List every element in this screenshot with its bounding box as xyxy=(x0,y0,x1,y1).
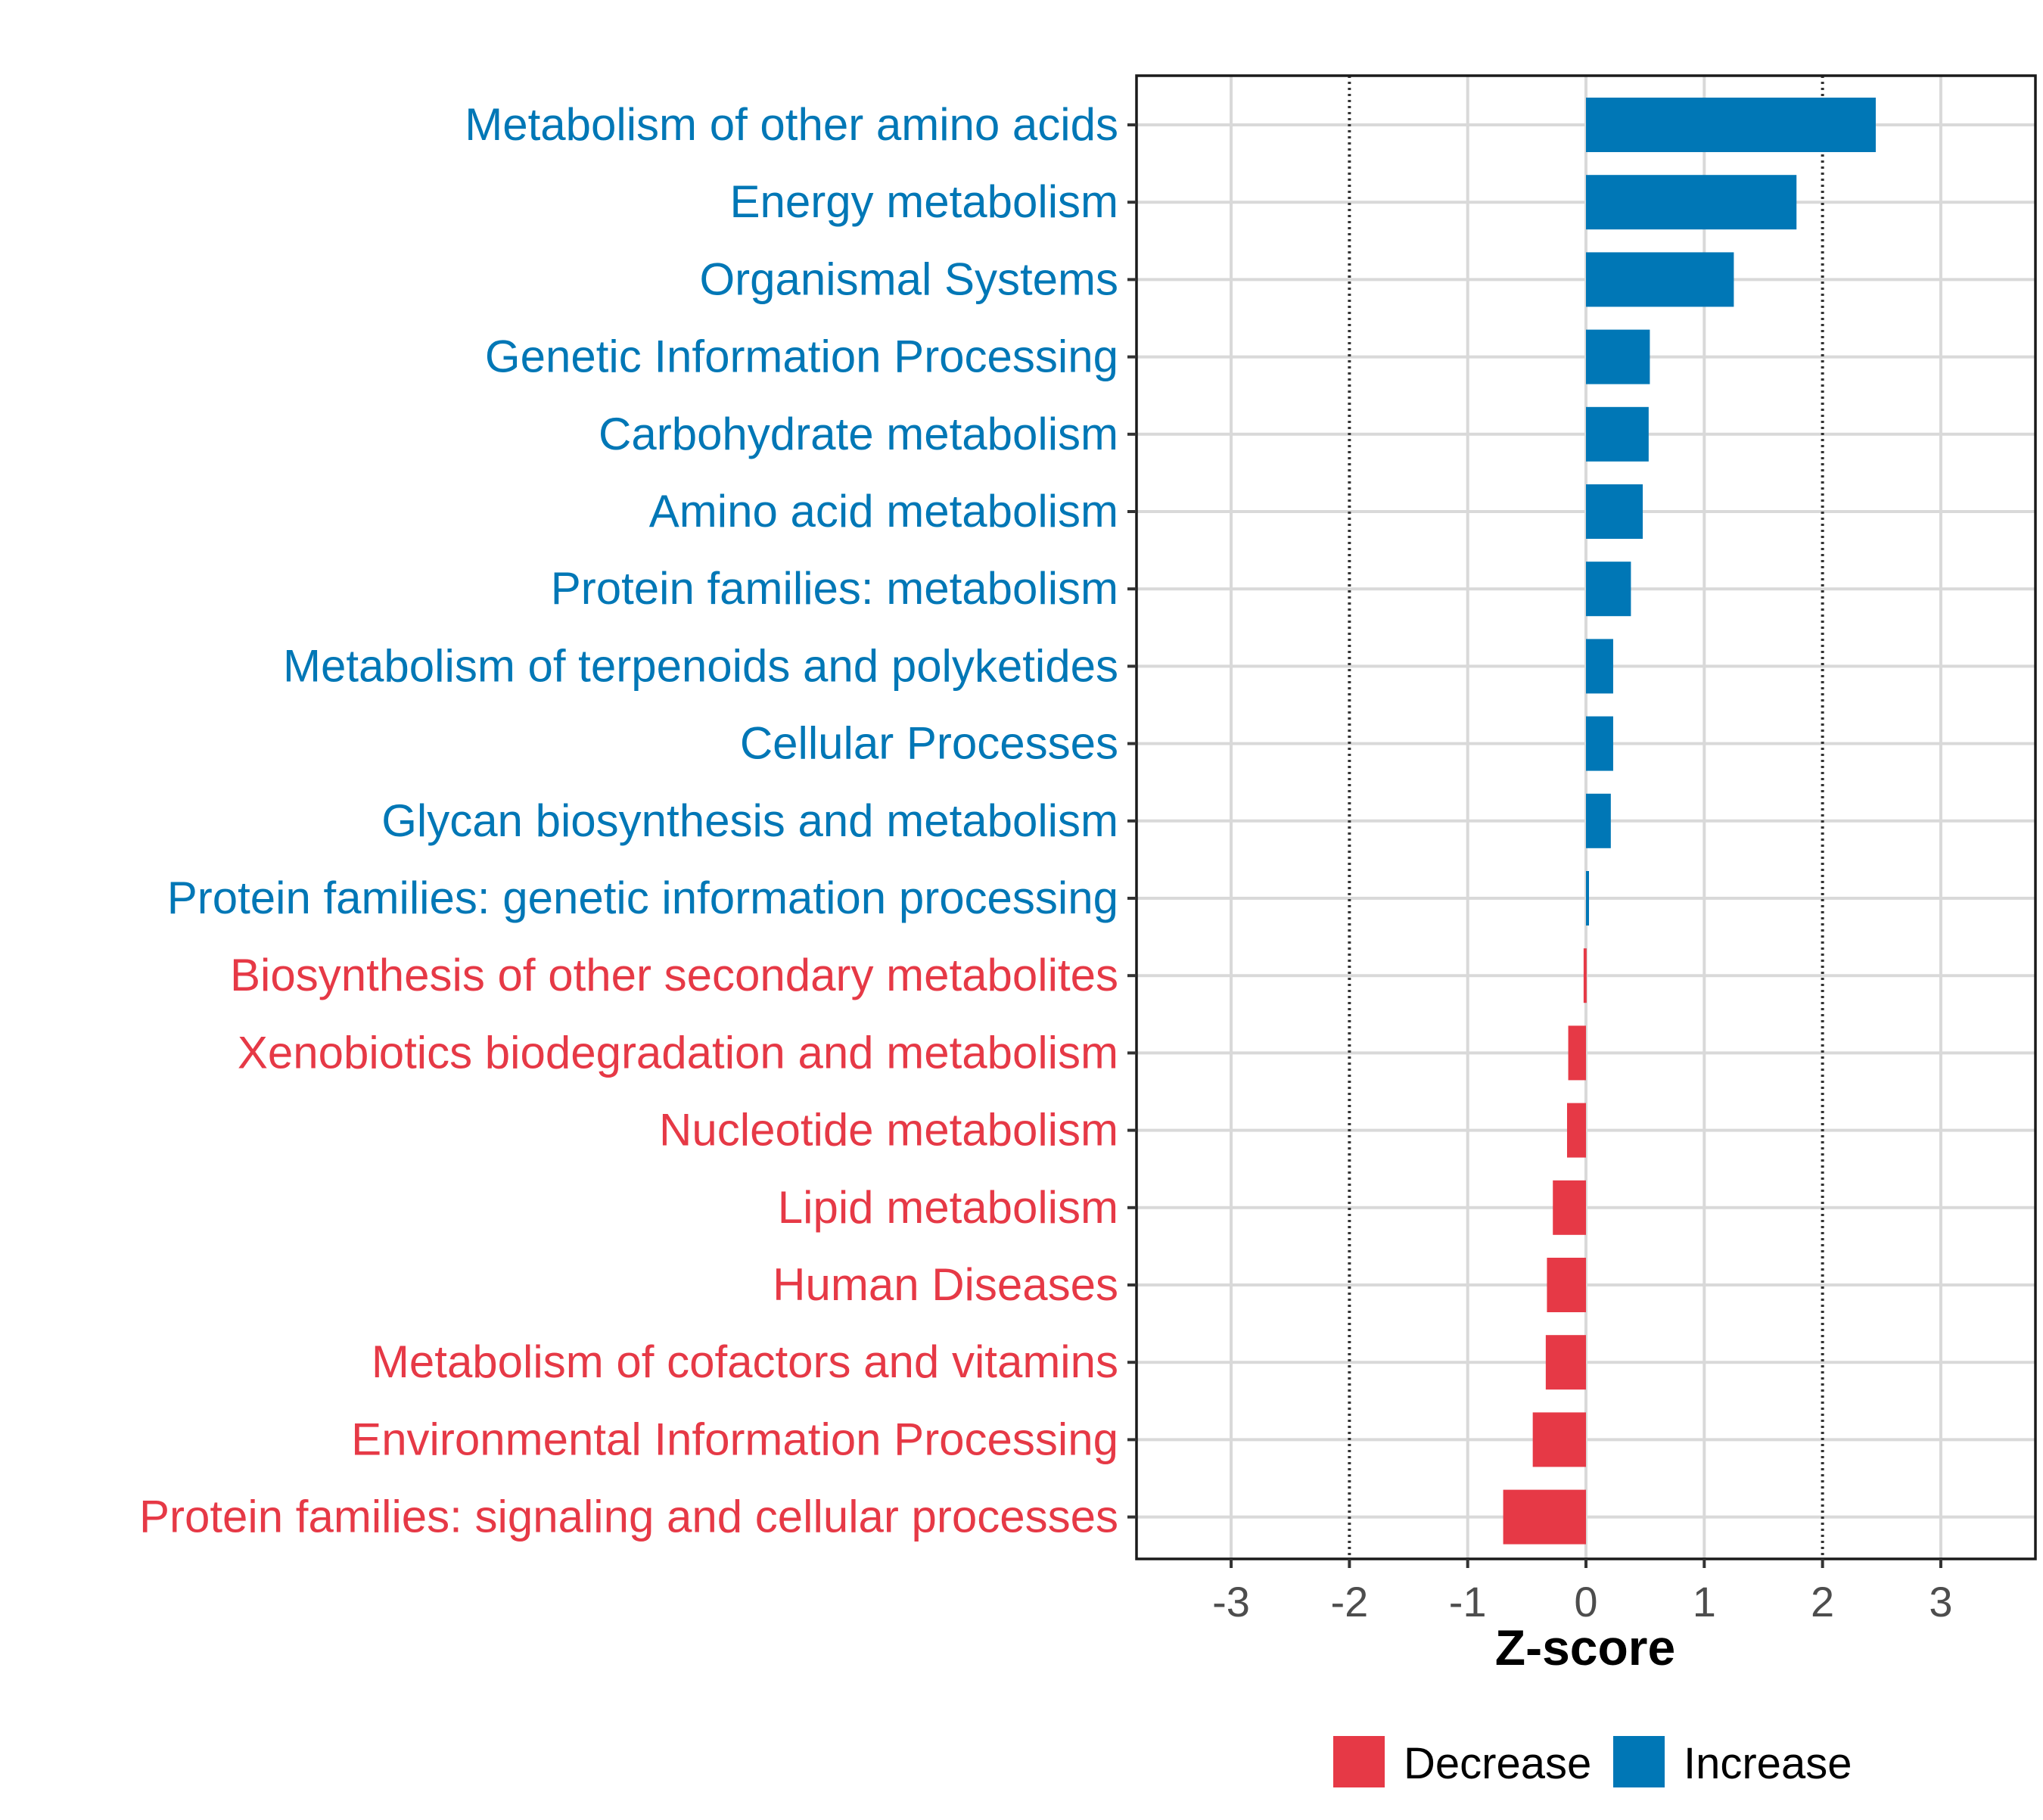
bar xyxy=(1553,1181,1586,1235)
category-label: Biosynthesis of other secondary metaboli… xyxy=(230,950,1118,1000)
category-label: Organismal Systems xyxy=(700,254,1118,304)
x-tick-label: 3 xyxy=(1929,1578,1952,1626)
bar xyxy=(1586,871,1589,926)
legend-swatch xyxy=(1333,1736,1385,1787)
category-label: Energy metabolism xyxy=(729,176,1118,227)
bar xyxy=(1586,717,1613,771)
bar xyxy=(1533,1412,1586,1467)
chart-root: Metabolism of other amino acids Energy me… xyxy=(0,0,2043,1816)
bar xyxy=(1586,330,1650,384)
legend-label: Increase xyxy=(1684,1739,1852,1788)
category-label: Protein families: signaling and cellular… xyxy=(139,1492,1118,1542)
x-tick-label: -1 xyxy=(1449,1578,1487,1626)
category-label: Protein families: metabolism xyxy=(551,563,1118,614)
category-label: Human Diseases xyxy=(773,1259,1118,1310)
category-label: Lipid metabolism xyxy=(778,1182,1118,1233)
bar xyxy=(1586,639,1613,693)
category-label: Carbohydrate metabolism xyxy=(599,409,1118,459)
bar xyxy=(1586,407,1649,462)
x-tick-label: 2 xyxy=(1811,1578,1834,1626)
bar xyxy=(1503,1490,1586,1545)
legend-item-decrease: Decrease xyxy=(1333,1736,1591,1788)
bar xyxy=(1586,252,1734,306)
x-tick-label: -3 xyxy=(1212,1578,1250,1626)
legend-label: Decrease xyxy=(1404,1739,1591,1788)
x-tick-label: 0 xyxy=(1574,1578,1597,1626)
bar xyxy=(1586,98,1876,152)
bar xyxy=(1586,562,1631,616)
category-label: Nucleotide metabolism xyxy=(659,1105,1118,1156)
legend-item-increase: Increase xyxy=(1613,1736,1852,1788)
category-labels: Metabolism of other amino acids Energy me… xyxy=(139,99,1137,1542)
bar xyxy=(1586,794,1611,848)
category-label: Amino acid metabolism xyxy=(649,486,1118,537)
category-label: Glycan biosynthesis and metabolism xyxy=(381,795,1118,846)
category-label: Metabolism of cofactors and vitamins xyxy=(372,1336,1118,1387)
legend-swatch xyxy=(1613,1736,1665,1787)
legend: Decrease Increase xyxy=(1333,1736,1852,1788)
bar xyxy=(1586,175,1796,229)
bar xyxy=(1586,484,1643,539)
category-label: Protein families: genetic information pr… xyxy=(167,873,1118,923)
category-label: Genetic Information Processing xyxy=(485,331,1118,382)
category-label: Xenobiotics biodegradation and metabolis… xyxy=(238,1027,1118,1078)
zscore-bar-chart: Metabolism of other amino acids Energy me… xyxy=(0,0,2043,1816)
x-tick-label: -2 xyxy=(1330,1578,1368,1626)
x-tick-label: 1 xyxy=(1693,1578,1716,1626)
bar xyxy=(1546,1335,1586,1389)
x-axis-title: Z-score xyxy=(1495,1619,1675,1675)
category-label: Metabolism of other amino acids xyxy=(465,99,1118,150)
bar xyxy=(1569,1025,1586,1080)
x-axis-ticks: -3 -2 -1 0 1 2 3 xyxy=(1212,1559,1952,1626)
category-label: Cellular Processes xyxy=(740,718,1118,769)
bar xyxy=(1547,1258,1586,1312)
category-label: Metabolism of terpenoids and polyketides xyxy=(283,640,1118,691)
category-label: Environmental Information Processing xyxy=(351,1414,1118,1464)
bar xyxy=(1567,1103,1586,1158)
bar xyxy=(1584,948,1587,1003)
